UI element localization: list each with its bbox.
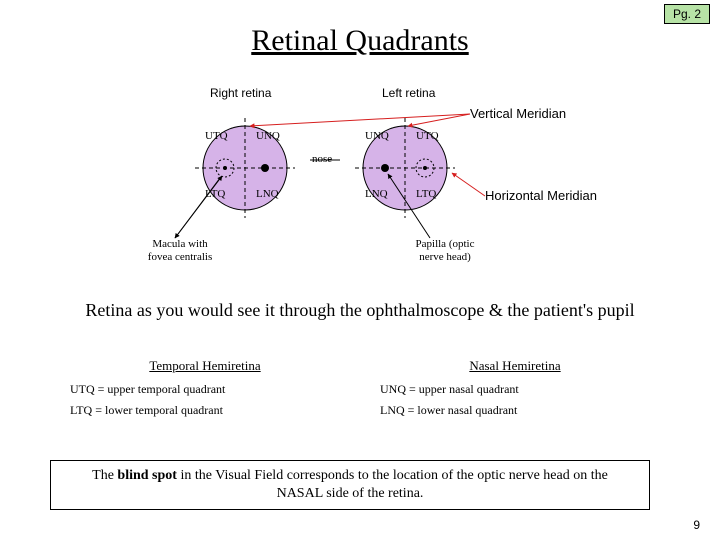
nose-label: nose [312, 153, 332, 165]
legend-temporal: Temporal Hemiretina UTQ = upper temporal… [70, 358, 340, 424]
right-utq: UTQ [205, 130, 228, 142]
right-unq: UNQ [256, 130, 280, 142]
nasal-header: Nasal Hemiretina [380, 358, 650, 374]
right-ltq: LTQ [205, 188, 225, 200]
subtitle: Retina as you would see it through the o… [80, 300, 640, 321]
left-ltq: LTQ [416, 188, 436, 200]
legend-lnq: LNQ = lower nasal quadrant [380, 403, 650, 418]
legend-ltq: LTQ = lower temporal quadrant [70, 403, 340, 418]
left-utq: UTQ [416, 130, 439, 142]
left-lnq: LNQ [365, 188, 388, 200]
legend-nasal: Nasal Hemiretina UNQ = upper nasal quadr… [380, 358, 650, 424]
legend-unq: UNQ = upper nasal quadrant [380, 382, 650, 397]
left-unq: UNQ [365, 130, 389, 142]
papilla-caption: Papilla (opticnerve head) [395, 238, 495, 264]
slide-number: 9 [693, 518, 700, 532]
page-badge: Pg. 2 [664, 4, 710, 24]
macula-caption: Macula withfovea centralis [130, 238, 230, 264]
note-bold: blind spot [117, 468, 177, 483]
legend: Temporal Hemiretina UTQ = upper temporal… [70, 358, 650, 424]
page-title: Retinal Quadrants [0, 24, 720, 58]
note-post: in the Visual Field corresponds to the l… [177, 468, 608, 501]
retina-diagram: Right retina Left retina Vertical Meridi… [0, 78, 720, 298]
blind-spot-note: The blind spot in the Visual Field corre… [50, 460, 650, 510]
diagram-svg [0, 78, 720, 298]
note-pre: The [92, 468, 117, 483]
temporal-header: Temporal Hemiretina [70, 358, 340, 374]
right-lnq: LNQ [256, 188, 279, 200]
legend-utq: UTQ = upper temporal quadrant [70, 382, 340, 397]
